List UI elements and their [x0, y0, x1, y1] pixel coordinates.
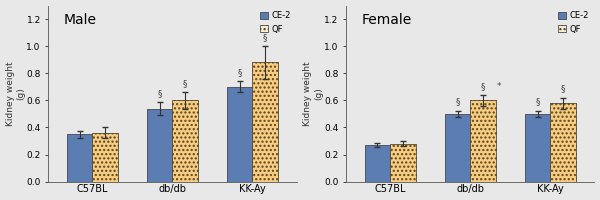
Y-axis label: Kidney weight
(g): Kidney weight (g) [304, 61, 323, 126]
Bar [391, 144, 416, 182]
Text: §: § [535, 97, 540, 106]
Bar [365, 145, 391, 182]
Bar [470, 100, 496, 182]
Bar [253, 62, 278, 182]
Bar [227, 87, 253, 182]
Bar [92, 133, 118, 182]
Text: §: § [481, 82, 485, 91]
Text: Female: Female [361, 13, 412, 27]
Text: §: § [561, 85, 565, 94]
Bar [525, 114, 550, 182]
Bar [550, 103, 576, 182]
Text: §: § [183, 79, 188, 88]
Bar [445, 114, 470, 182]
Bar [67, 134, 92, 182]
Y-axis label: Kidney weight
(g): Kidney weight (g) [5, 61, 25, 126]
Bar [147, 109, 172, 182]
Bar [391, 144, 416, 182]
Text: *: * [497, 82, 502, 91]
Text: §: § [263, 33, 268, 42]
Text: §: § [157, 89, 162, 98]
Bar [172, 100, 198, 182]
Text: §: § [455, 97, 460, 106]
Text: §: § [238, 68, 242, 77]
Legend: CE-2, QF: CE-2, QF [258, 10, 292, 35]
Bar [470, 100, 496, 182]
Bar [172, 100, 198, 182]
Bar [253, 62, 278, 182]
Bar [92, 133, 118, 182]
Bar [550, 103, 576, 182]
Text: Male: Male [63, 13, 96, 27]
Legend: CE-2, QF: CE-2, QF [556, 10, 590, 35]
